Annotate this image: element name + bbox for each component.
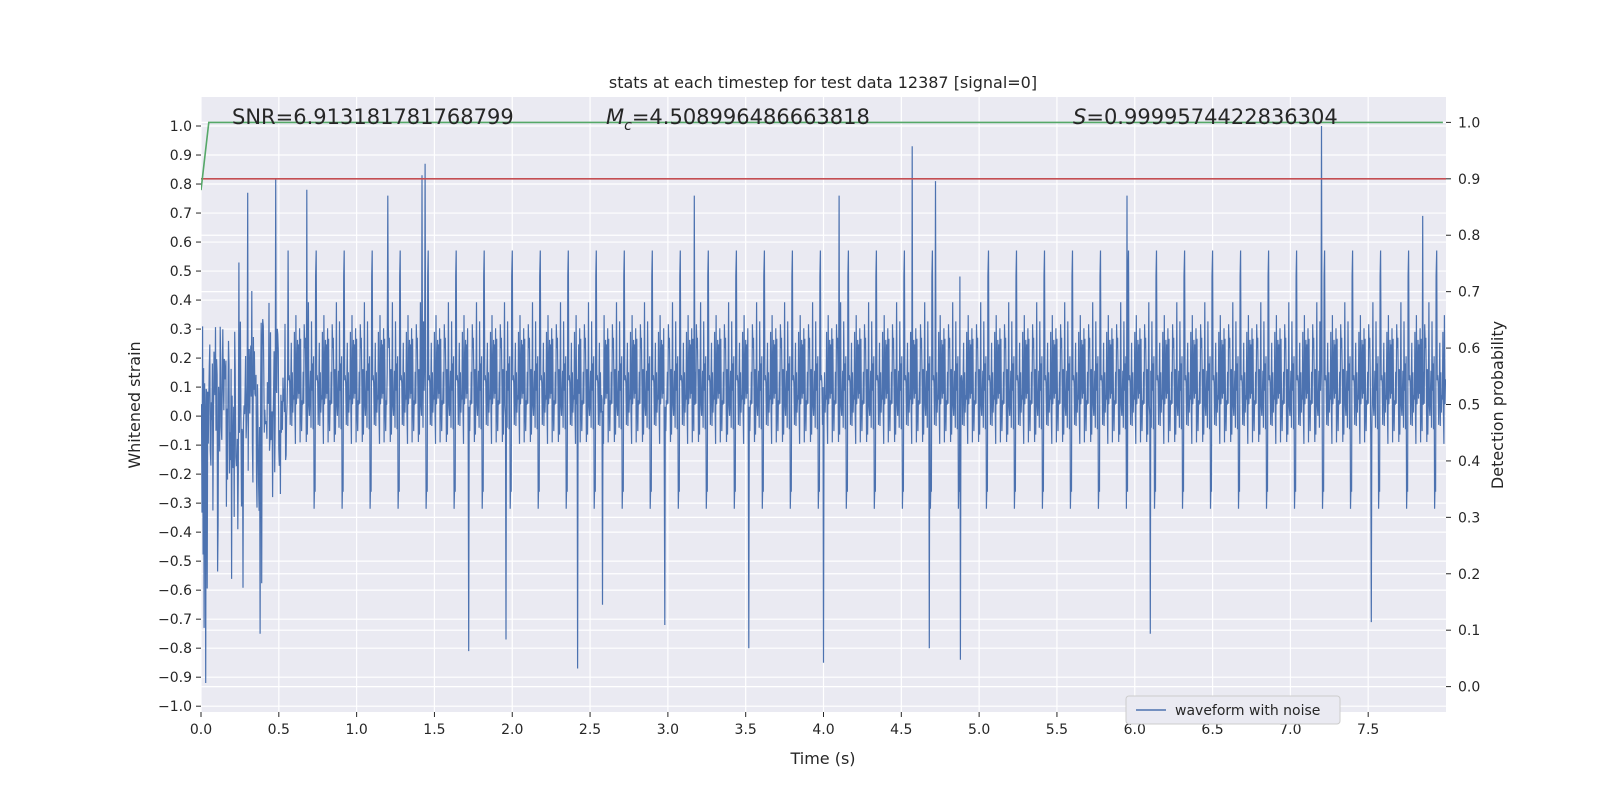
- y-tick-label: 1.0: [170, 119, 192, 135]
- y2-tick-label: 0.6: [1458, 341, 1480, 357]
- mc-stat: Mc=4.508996486663818: [606, 105, 870, 134]
- legend-label: waveform with noise: [1175, 703, 1320, 719]
- y-tick-label: −0.3: [158, 496, 192, 512]
- y-tick-label: 0.9: [170, 148, 192, 164]
- y2-tick-label: 0.5: [1458, 398, 1480, 414]
- x-tick-label: 3.0: [657, 722, 679, 738]
- y2-tick-label: 0.1: [1458, 623, 1480, 639]
- legend-box: [1125, 695, 1341, 725]
- x-tick-label: 2.0: [501, 722, 523, 738]
- x-tick-label: 6.5: [1201, 722, 1223, 738]
- y-tick-label: −0.4: [158, 525, 192, 541]
- y-tick-label: 0.7: [170, 206, 192, 222]
- y2-axis-label: Detection probability: [1488, 321, 1507, 489]
- y-tick-label: 0.4: [170, 293, 192, 309]
- x-tick-label: 5.0: [968, 722, 990, 738]
- y-tick-label: 0.2: [170, 351, 192, 367]
- y-tick-label: −0.1: [158, 438, 192, 454]
- y-tick-label: 0.6: [170, 235, 192, 251]
- y2-tick-label: 0.9: [1458, 172, 1480, 188]
- y2-tick-label: 0.3: [1458, 510, 1480, 526]
- y2-tick-label: 0.0: [1458, 680, 1480, 696]
- y-tick-label: −0.6: [158, 583, 192, 599]
- y-axis-label: Whitened strain: [125, 341, 144, 468]
- x-tick-label: 0.5: [268, 722, 290, 738]
- y-tick-label: −0.7: [158, 612, 192, 628]
- x-tick-label: 1.5: [423, 722, 445, 738]
- x-tick-label: 7.0: [1279, 722, 1301, 738]
- x-axis-label: Time (s): [789, 749, 855, 768]
- y-tick-label: −0.5: [158, 554, 192, 570]
- detection-probability-line: [201, 121, 1443, 191]
- x-tick-label: 2.5: [579, 722, 601, 738]
- x-tick-label: 6.0: [1124, 722, 1146, 738]
- x-tick-label: 5.5: [1046, 722, 1068, 738]
- y2-tick-label: 0.4: [1458, 454, 1480, 470]
- x-tick-label: 4.0: [812, 722, 834, 738]
- chart-title: stats at each timestep for test data 123…: [609, 73, 1037, 92]
- y-tick-label: 0.5: [170, 264, 192, 280]
- y-tick-label: −1.0: [158, 699, 192, 715]
- y-tick-label: 0.0: [170, 409, 192, 425]
- y2-tick-label: 0.8: [1458, 228, 1480, 244]
- x-axis-ticks: 0.0 0.5 1.0 1.5 2.0 2.5 3.0 3.5 4.0 4.5 5.0 5.5 6.0 6…: [190, 712, 1379, 738]
- x-tick-label: 1.0: [345, 722, 367, 738]
- y2-tick-label: 0.7: [1458, 285, 1480, 301]
- x-tick-label: 4.5: [890, 722, 912, 738]
- y-tick-label: −0.9: [158, 670, 192, 686]
- y-axis-ticks: 1.0 0.9 0.8 0.7 0.6 0.5 0.4 0.3 0.2 0.1 0.0 −0.1 −0.…: [158, 119, 201, 715]
- y-tick-label: 0.3: [170, 322, 192, 338]
- y-tick-label: 0.8: [170, 177, 192, 193]
- y-tick-label: −0.8: [158, 641, 192, 657]
- x-tick-label: 3.5: [735, 722, 757, 738]
- y2-axis-ticks: 1.0 0.9 0.8 0.7 0.6 0.5 0.4 0.3 0.2 0.1 0.0: [1446, 115, 1480, 696]
- y-tick-label: 0.1: [170, 380, 192, 396]
- y2-tick-label: 0.2: [1458, 567, 1480, 583]
- y-tick-label: −0.2: [158, 467, 192, 483]
- y2-tick-label: 1.0: [1458, 115, 1480, 131]
- legend: waveform with noise: [1125, 695, 1341, 725]
- waveform-line: [201, 125, 1446, 684]
- x-tick-label: 0.0: [190, 722, 212, 738]
- s-stat: S=0.9999574422836304: [1073, 105, 1338, 129]
- snr-stat: SNR=6.913181781768799: [232, 105, 514, 129]
- x-tick-label: 7.5: [1357, 722, 1379, 738]
